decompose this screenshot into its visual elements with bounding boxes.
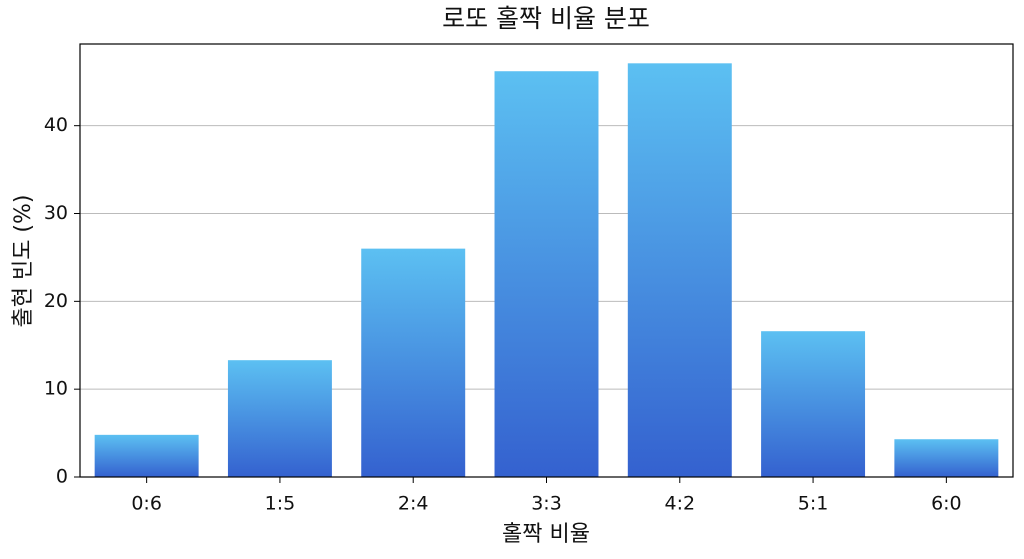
x-tick-label: 0:6 [131,493,162,515]
bar [227,360,332,477]
x-tick-label: 2:4 [398,493,429,515]
y-tick-label: 40 [44,114,68,136]
y-tick-label: 10 [44,378,68,400]
bar [761,331,866,477]
bar [627,63,732,478]
plot-frame [79,43,1014,478]
bar [494,71,599,478]
x-tick-label: 3:3 [531,493,562,515]
x-tick-label: 4:2 [664,493,695,515]
y-tick-label: 0 [56,466,68,488]
bar [94,434,199,477]
y-axis-label: 출현 빈도 (%) [11,194,36,327]
x-tick-label: 5:1 [798,493,829,515]
y-tick-label: 20 [44,290,68,312]
x-axis-label: 홀짝 비율 [502,522,590,547]
x-tick-label: 6:0 [931,493,962,515]
chart-title: 로또 홀짝 비율 분포 [442,4,650,33]
y-tick-label: 30 [44,202,68,224]
bar [361,248,466,477]
x-tick-label: 1:5 [265,493,296,515]
bar [894,439,999,477]
